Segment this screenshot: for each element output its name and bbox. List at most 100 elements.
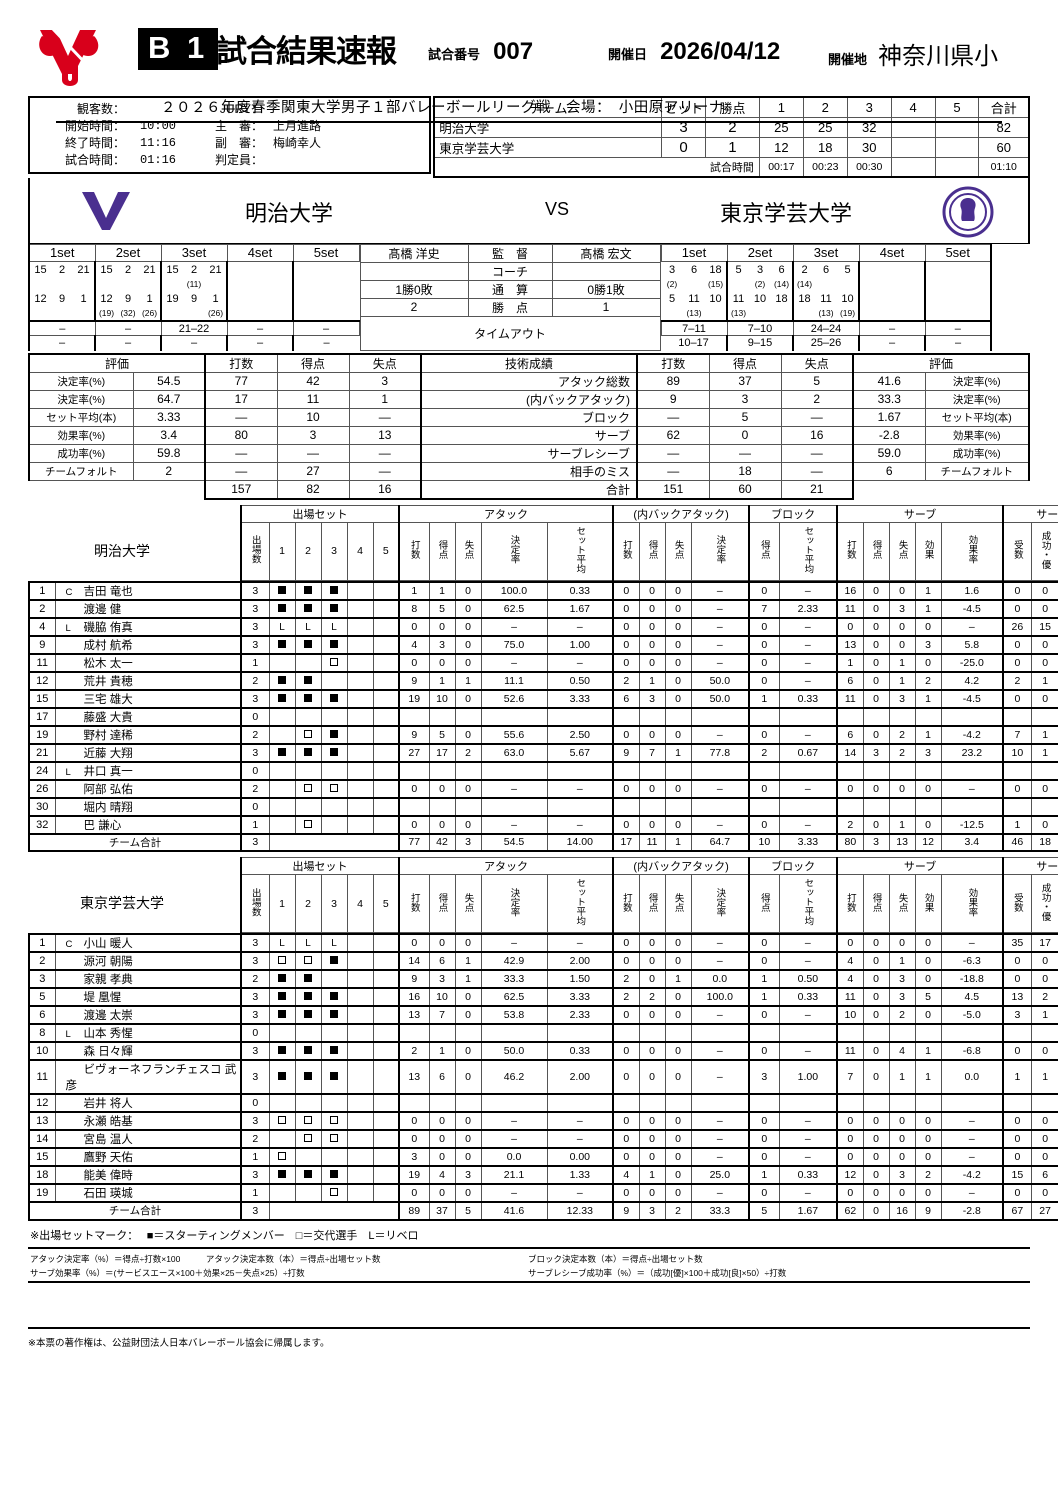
block-setavg: – [778,933,838,953]
stats-row: 効果率(%) 3.4 80 3 13 サーブ 62 0 16 -2.8 効果率(… [28,425,1031,445]
back-attempts: 0 [612,1005,640,1025]
attack-rate: 63.0 [480,742,548,762]
player-number: 17 [28,706,56,726]
rot-sub [337,277,359,292]
group-header-serve: サーブ [836,857,1004,875]
back-points: 0 [638,1005,666,1025]
stats-row: セット平均(本) 3.33 — 10 — ブロック — 5 — 1.67 セット… [28,407,1031,427]
attack-rate: – [480,778,548,798]
set4-duration [890,157,936,177]
attack-errors: 0 [454,987,482,1007]
stat-eval-left: 3.4 [132,425,206,445]
serve-rate: -12.5 [940,814,1004,834]
starter-mark-icon [278,693,286,702]
serve-points: 0 [862,634,890,654]
player-sets-played: 1 [240,1183,270,1203]
rot-sub: (26) [141,308,158,319]
col-set-2: 2 [294,521,322,581]
serve-points: 0 [862,616,890,636]
rotation-row-3: 5 11 10 11 10 18 18 11 10 [661,291,991,307]
back-rate: – [690,1183,750,1203]
block-points: 1 [748,987,780,1007]
player-set-mark [372,1023,400,1043]
reception-count: 7 [1002,724,1032,744]
reception-count [1002,1093,1032,1113]
attack-points: 4 [428,1165,456,1185]
player-number: 19 [28,1183,56,1203]
player-set-mark [294,670,322,690]
reception-count: 0 [1002,652,1032,672]
attack-setavg: 3.33 [546,987,614,1007]
total-attempts-left: 157 [204,479,278,500]
stat-eval-left: 2 [132,461,206,481]
starter-mark-icon [330,1010,338,1018]
col-attack-setavg: セット平均 [546,874,614,933]
rot-cell [858,291,881,307]
team-set2: 18 [802,137,848,158]
meiji-university-logo-icon [78,190,134,235]
banner-team2: 東京学芸大学 [720,200,853,226]
stat-eval-right: 59.0 [852,443,926,463]
stat-skill-name: アタック総数 [420,371,638,391]
staff-table: 髙橋 洋史 監 督 髙橋 宏文 コーチ 1勝0敗 通 算 0勝1敗 2 勝 点 … [359,243,661,351]
team-back-attempts: 9 [612,1201,640,1221]
player-set-mark [268,706,296,726]
col-reception-excellent: 成功・優 [1030,874,1058,933]
rot-cell [881,262,903,277]
rot-sub [837,277,859,292]
serve-errors [888,760,916,780]
player-set-mark [268,778,296,798]
group-header-reception: サーブレシーブ [1002,504,1058,523]
block-points: 0 [748,814,780,834]
timeout-cell: – [226,319,294,337]
rot-cell [249,291,271,306]
block-setavg: – [778,670,838,690]
set-header-row: 1set 2set 3set 4set 5set [660,243,992,263]
set1-header: 1set [28,243,96,263]
player-role: L [65,1029,71,1040]
serve-rate: – [940,1183,1004,1203]
reception-count: 10 [1002,742,1032,762]
player-set-mark [372,1093,400,1113]
timeout-cell: 25–26 [792,335,859,351]
stat-errors-left: — [348,461,422,481]
player-set-mark [268,1129,296,1149]
rot-cell: 9 [190,292,198,305]
attack-attempts: 14 [398,951,430,971]
player-sets-played: 0 [240,1093,270,1113]
player-set-mark [320,814,348,834]
spacer [853,480,1029,499]
timeout-row-a: – – 21–22 – – [28,319,360,337]
tokyo-gakugei-university-logo-icon [942,186,994,241]
back-attempts: 6 [612,688,640,708]
set2-duration: 00:23 [802,157,848,177]
col-block-points: 得点 [748,521,780,581]
player-name: L 井口 真一 [54,760,242,780]
serve-points: 0 [862,951,890,971]
back-errors [664,1093,692,1113]
serve-points: 0 [862,1147,890,1167]
rot-cell [337,291,359,306]
col-serve-rate: 効果率 [940,874,1004,933]
total-label: 合計 [420,479,638,500]
total-attempts-right: 151 [636,479,710,500]
staff-row-timeout: タイムアウト [359,315,661,351]
team-stats-table: 評価 打数 得点 失点 技術成績 打数 得点 失点 評価 決定率(%) 54.5… [27,352,1031,500]
starter-mark-icon [330,693,338,702]
set3-duration: 00:30 [846,157,892,177]
rot-cell: 1 [146,292,153,305]
team-serve-attempts: 80 [836,832,864,852]
attack-errors: 0 [454,1041,482,1061]
attack-rate: 62.5 [480,598,548,618]
serve-rate: – [940,616,1004,636]
player-sets-played: 2 [240,969,270,989]
match-number-label: 試合番号 [428,47,481,62]
attack-attempts: 13 [398,1059,430,1095]
starter-mark-icon [330,639,338,648]
attendance-label: 観客数： [76,102,125,116]
back-errors: 0 [664,580,692,600]
formula-block-col: ブロック決定本数（本）＝得点÷出場セット数 [528,1253,703,1264]
serve-attempts [836,760,864,780]
player-set-mark [294,580,322,600]
group-header-serve: サーブ [836,504,1004,523]
